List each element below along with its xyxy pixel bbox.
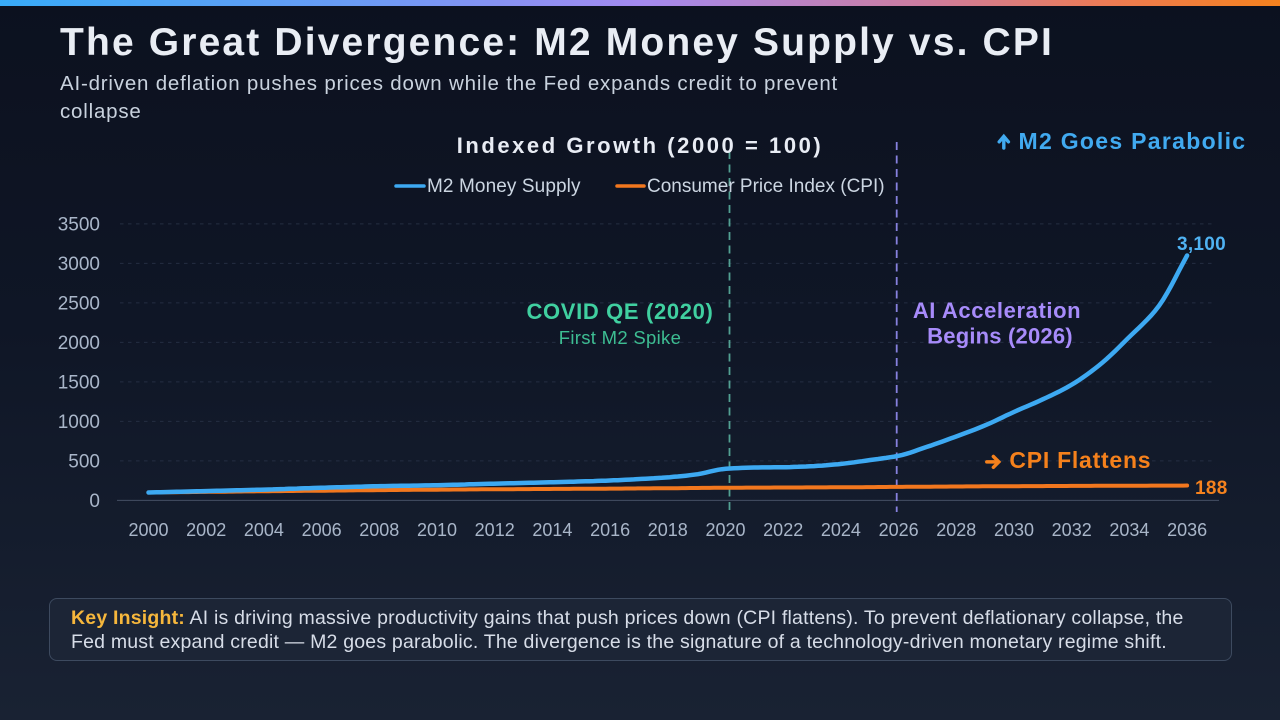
svg-text:3,100: 3,100 [1177,234,1226,255]
svg-text:M2 Money Supply: M2 Money Supply [427,176,581,197]
svg-text:2002: 2002 [186,520,226,540]
svg-text:2000: 2000 [58,333,100,354]
svg-text:COVID QE (2020): COVID QE (2020) [526,299,713,324]
svg-text:2014: 2014 [532,520,572,540]
svg-text:2034: 2034 [1109,520,1149,540]
svg-text:2036: 2036 [1167,520,1207,540]
svg-text:1000: 1000 [58,412,100,433]
svg-text:2500: 2500 [58,293,100,314]
svg-text:500: 500 [68,451,100,472]
svg-text:2010: 2010 [417,520,457,540]
svg-text:2006: 2006 [302,520,342,540]
svg-text:2030: 2030 [994,520,1034,540]
svg-text:First M2 Spike: First M2 Spike [559,327,681,348]
svg-text:2026: 2026 [879,520,919,540]
svg-text:2020: 2020 [705,520,745,540]
svg-text:3000: 3000 [58,254,100,275]
svg-text:2000: 2000 [128,520,168,540]
svg-text:2012: 2012 [475,520,515,540]
svg-text:2022: 2022 [763,520,803,540]
svg-text:2004: 2004 [244,520,284,540]
svg-text:Consumer Price Index (CPI): Consumer Price Index (CPI) [647,176,885,197]
svg-text:2016: 2016 [590,520,630,540]
svg-text:M2 Goes Parabolic: M2 Goes Parabolic [1019,128,1247,154]
svg-text:2024: 2024 [821,520,861,540]
svg-text:3500: 3500 [58,214,100,235]
svg-text:CPI Flattens: CPI Flattens [1009,447,1151,473]
svg-text:2018: 2018 [648,520,688,540]
svg-text:2028: 2028 [936,520,976,540]
svg-text:2008: 2008 [359,520,399,540]
svg-text:AI Acceleration: AI Acceleration [913,298,1081,323]
svg-text:Indexed Growth (2000 = 100): Indexed Growth (2000 = 100) [457,133,824,158]
svg-text:188: 188 [1195,478,1228,499]
svg-text:0: 0 [89,491,100,512]
svg-text:2032: 2032 [1052,520,1092,540]
svg-text:1500: 1500 [58,372,100,393]
svg-text:Begins (2026): Begins (2026) [927,324,1073,349]
